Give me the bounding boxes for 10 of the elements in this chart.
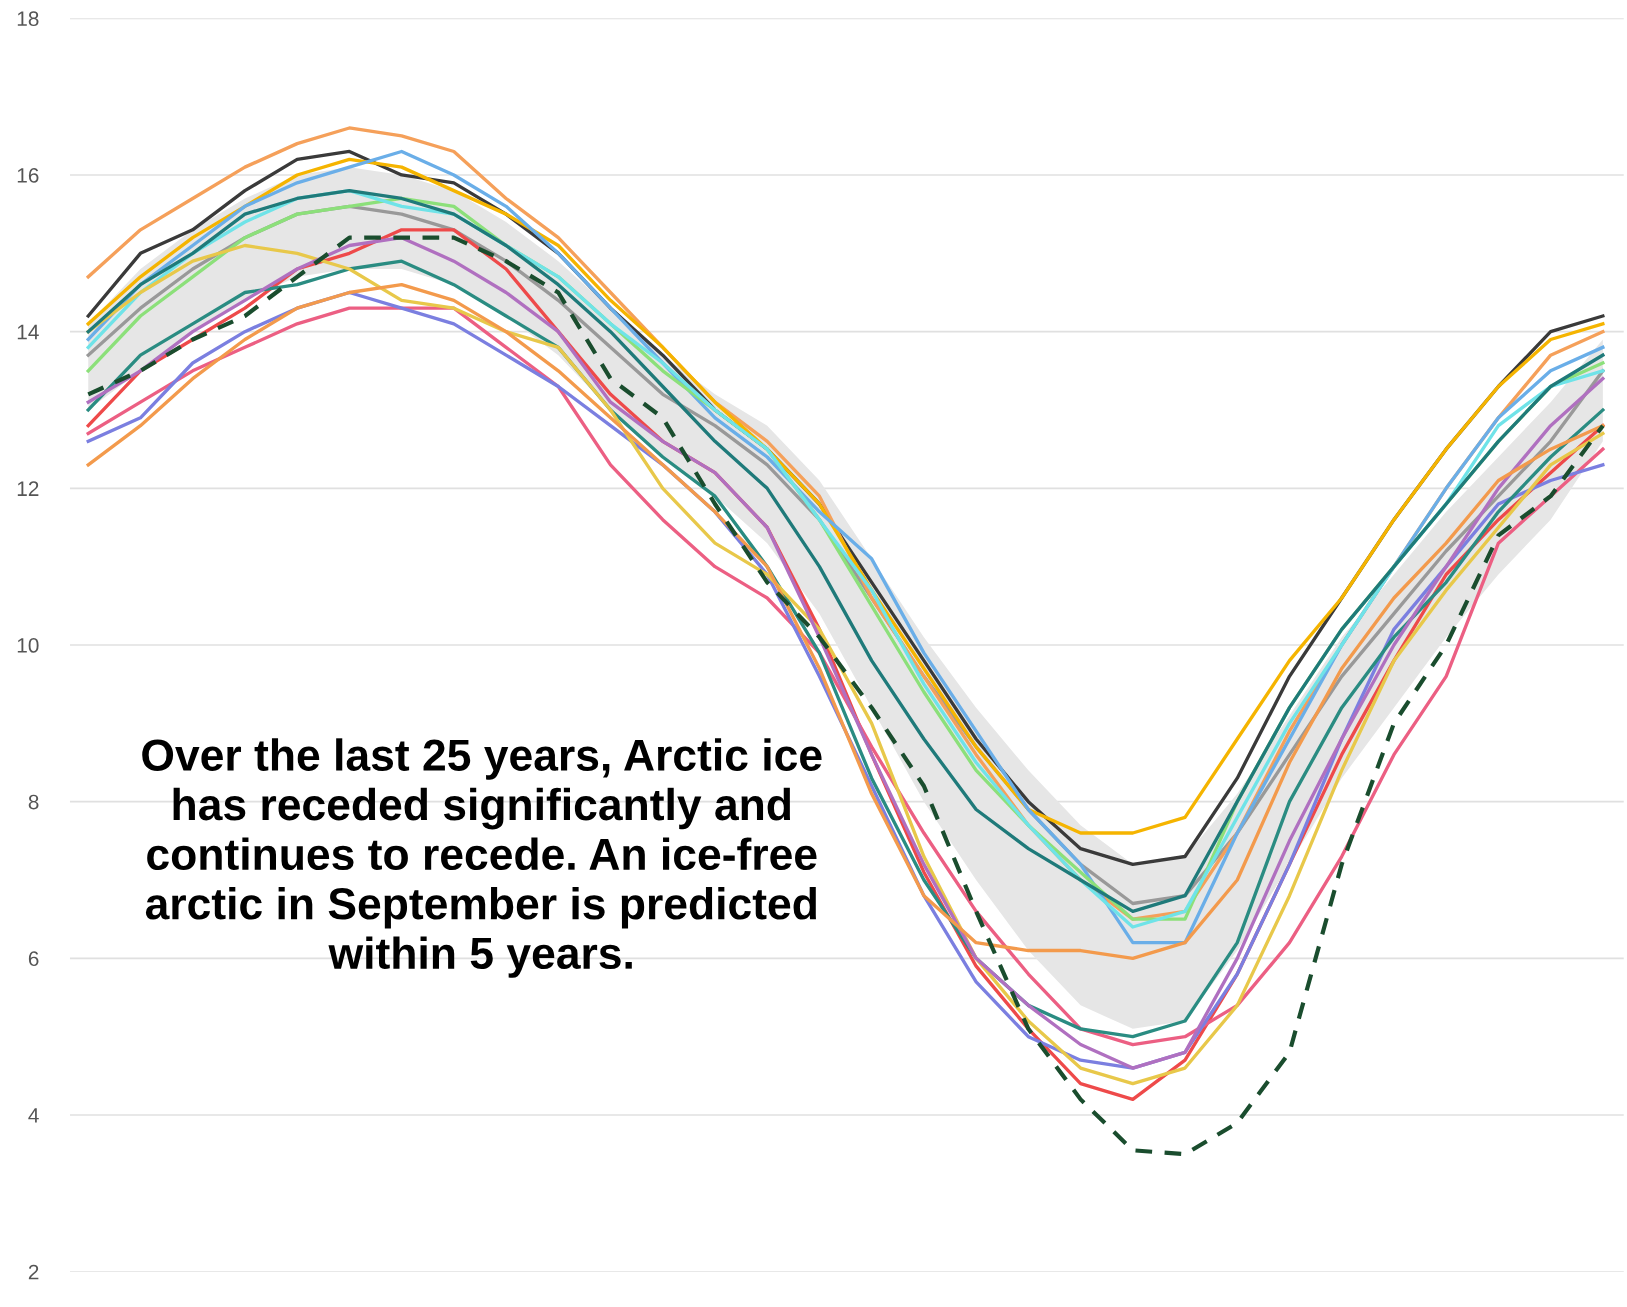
- y-tick-label: 6: [28, 951, 39, 967]
- annotation: Over the last 25 years, Arctic ice has receded significantly and continues to recede. An ice-free arctic in September is predicted within 5 years.: [142, 738, 822, 978]
- y-tick-label: 10: [17, 638, 39, 653]
- y-tick-label: 14: [17, 324, 39, 340]
- y-tick-label: 16: [17, 167, 39, 183]
- y-tick-label: 12: [17, 481, 39, 496]
- y-tick-label: 18: [17, 11, 39, 27]
- y-tick-label: 2: [28, 1264, 39, 1280]
- y-tick-label: 8: [28, 794, 39, 810]
- y-tick-label: 4: [28, 1108, 39, 1123]
